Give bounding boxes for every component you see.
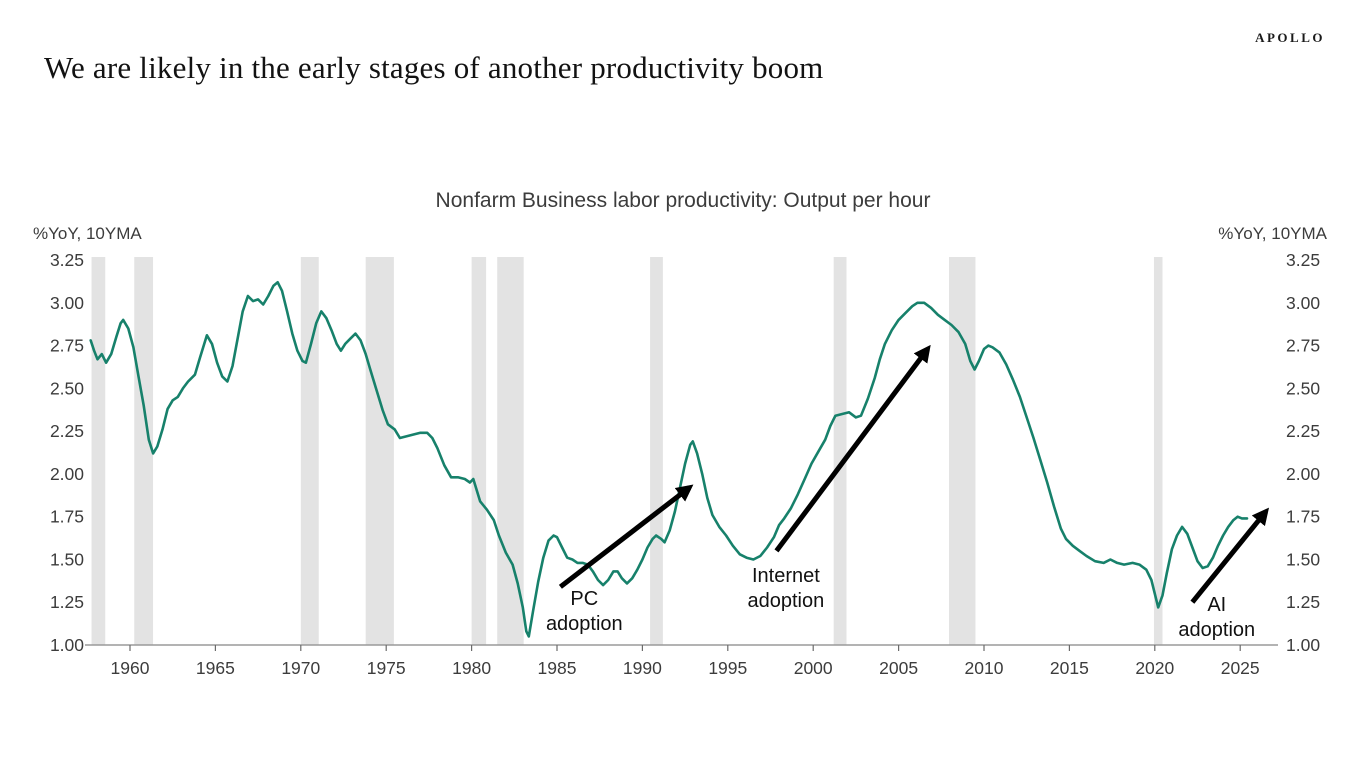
recession-band: [1153, 257, 1163, 645]
y-tick-label-right: 3.00: [1286, 293, 1320, 313]
y-tick-label-right: 1.50: [1286, 549, 1320, 569]
recession-band: [134, 257, 154, 645]
page-title: We are likely in the early stages of ano…: [44, 50, 824, 85]
internet-adoption-label: Internet adoption: [747, 565, 824, 612]
y-tick-label-right: 1.75: [1286, 507, 1320, 527]
x-tick-label: 1980: [452, 658, 491, 678]
x-tick-label: 1965: [196, 658, 235, 678]
y-tick-label-right: 2.75: [1286, 336, 1320, 356]
x-tick-label: 1970: [281, 658, 320, 678]
pc-adoption-arrow: [558, 484, 694, 589]
x-tick-label: 2025: [1221, 658, 1260, 678]
y-tick-label-right: 2.50: [1286, 378, 1320, 398]
x-tick-label: 2005: [879, 658, 918, 678]
y-tick-label-right: 3.25: [1286, 250, 1320, 270]
x-tick-label: 2010: [965, 658, 1004, 678]
recession-band: [948, 257, 976, 645]
x-tick-label: 1990: [623, 658, 662, 678]
x-tick-label: 1960: [111, 658, 150, 678]
recession-band: [497, 257, 524, 645]
ai-adoption-label: AI adoption: [1178, 594, 1255, 641]
y-tick-label-right: 2.00: [1286, 464, 1320, 484]
chart-title: Nonfarm Business labor productivity: Out…: [435, 189, 931, 212]
recession-band: [365, 257, 394, 645]
y-tick-label-right: 2.25: [1286, 421, 1320, 441]
ai-adoption-arrow: [1190, 507, 1270, 604]
y-axis-unit-label-right: %YoY, 10YMA: [1218, 224, 1327, 243]
y-tick-label-left: 2.75: [50, 336, 84, 356]
y-tick-label-left: 2.50: [50, 378, 84, 398]
y-tick-label-right: 1.00: [1286, 635, 1320, 655]
x-tick-label: 1975: [367, 658, 406, 678]
productivity-series-line: [89, 280, 1249, 638]
x-tick-label: 1985: [538, 658, 577, 678]
y-tick-label-left: 2.25: [50, 421, 84, 441]
y-axis-unit-label-left: %YoY, 10YMA: [33, 224, 142, 243]
x-tick-label: 2000: [794, 658, 833, 678]
y-tick-label-left: 3.00: [50, 293, 84, 313]
x-tick-label: 1995: [708, 658, 747, 678]
x-tick-label: 2020: [1135, 658, 1174, 678]
internet-adoption-arrow: [774, 344, 931, 553]
pc-adoption-label: PC adoption: [546, 588, 623, 635]
recession-band: [91, 257, 106, 645]
y-tick-label-left: 1.50: [50, 549, 84, 569]
recession-band: [471, 257, 487, 645]
y-tick-label-left: 1.25: [50, 592, 84, 612]
apollo-logo: APOLLO: [1255, 30, 1325, 45]
y-tick-label-right: 1.25: [1286, 592, 1320, 612]
recession-band: [833, 257, 847, 645]
y-tick-label-left: 2.00: [50, 464, 84, 484]
x-tick-label: 2015: [1050, 658, 1089, 678]
recession-band: [300, 257, 319, 645]
y-tick-label-left: 1.75: [50, 507, 84, 527]
y-tick-label-left: 3.25: [50, 250, 84, 270]
y-tick-label-left: 1.00: [50, 635, 84, 655]
recession-band: [650, 257, 663, 645]
